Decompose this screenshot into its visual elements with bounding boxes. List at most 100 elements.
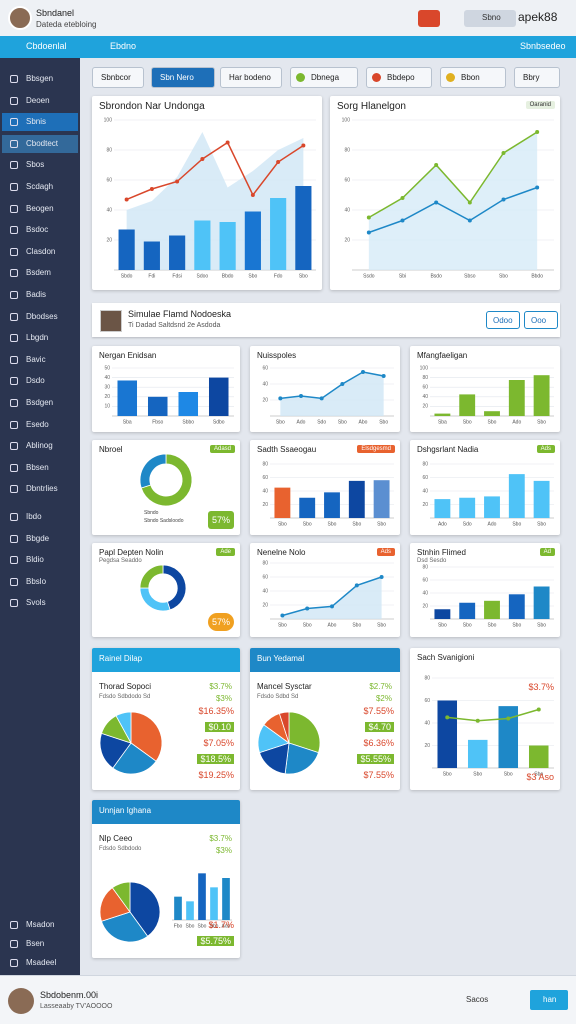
footer-button[interactable]: han [530,990,568,1010]
sidebar-label: Sbnis [26,117,47,127]
sidebar-item[interactable]: Bsdem [2,264,78,282]
panel-title: Bun Yedamal [257,654,305,663]
y-tick-label: 20 [262,397,268,403]
sidebar-icon [10,940,18,948]
sidebar-item[interactable]: Badis [2,286,78,304]
footer-user: Sbdobenm.00i [40,990,99,1000]
sidebar-item[interactable]: Bbsgen [2,70,78,88]
sidebar-item[interactable]: Bsdgen [2,394,78,412]
sidebar-item[interactable]: Scdagh [2,178,78,196]
sidebar-item[interactable]: Clasdon [2,243,78,261]
panel: Nbroel Adasd Sbndo Sbndo Sadsloodo 57% [92,440,240,535]
figure-value: $18.5% [197,754,234,764]
section-button[interactable]: Odoo [486,311,520,329]
sidebar-item[interactable]: Dbodses [2,308,78,326]
x-tick-label: Sbo [210,923,219,929]
figure-value: $7.55% [363,706,394,716]
account: apek88 [518,10,558,24]
sidebar-label: Clasdon [26,246,56,256]
area [368,132,538,270]
x-tick-label: Sbo [198,923,207,929]
sidebar-icon [10,139,18,148]
pie-slice [129,881,161,937]
section-button[interactable]: Ooo [524,311,558,329]
sidebar-item[interactable]: Beogen [2,200,78,218]
row-label: Fdsdo Sdbdodo Sd [99,694,151,700]
toolbar-button[interactable]: Sbn Nero [151,67,215,88]
y-tick-label: 40 [106,207,112,213]
badge: Ad [539,548,555,556]
y-tick-label: 50 [104,365,110,371]
panel: 10 20 30 40 50 Sba Fbso Sbbo Sdbo Nergan Enidsan [92,346,240,432]
toolbar-button[interactable]: Bbon [440,67,506,88]
bar [348,480,365,518]
sidebar-item[interactable]: Bsdoc [2,221,78,239]
sidebar-item[interactable]: Svols [2,594,78,612]
figure-value: $3.7% [528,682,554,692]
panel: Fbo Sbo Sbo Sbo Ado Unnjan Ighana Nlp Ceeo $3.7… [92,800,240,958]
bar [484,600,500,619]
point [200,157,205,161]
figure-value: $16.35% [198,706,234,716]
sidebar-item[interactable]: Cbodtect [2,134,78,153]
sidebar-label: Esedo [26,419,49,429]
point [536,707,541,712]
search-box[interactable]: Sbno [464,10,516,27]
x-tick-label: Abo [359,419,368,425]
sidebar-item[interactable]: Dbntrlies [2,480,78,498]
sidebar-item[interactable]: Bldio [2,551,78,569]
panel-band [92,800,240,824]
sidebar-item[interactable]: Dsdo [2,372,78,390]
record-button[interactable] [418,10,440,27]
pie-slice [112,742,157,775]
toolbar-button[interactable]: Sbnbcor [92,67,144,88]
x-tick-label: Sba [438,419,447,425]
y-tick-label: 100 [342,117,351,123]
sidebar-item[interactable]: Bbslo [2,573,78,591]
toolbar-icon [296,73,305,82]
toolbar-button[interactable]: Bbry [514,67,560,88]
row-label: Mancel Sysctar [257,682,312,691]
sidebar-item[interactable]: Bbgde [2,530,78,548]
x-tick-label: Sba [123,419,132,425]
sidebar-item[interactable]: Sbos [2,156,78,174]
toolbar-button[interactable]: Dbnega [290,67,358,88]
sidebar-item[interactable]: Sbnis [2,113,78,132]
sidebar-item[interactable]: Bavic [2,351,78,369]
y-tick-label: 20 [106,237,112,243]
sidebar-item[interactable]: Msadon [2,916,78,934]
x-tick-label: Sbo [512,622,521,628]
sidebar-item[interactable]: Msadeel [2,954,78,972]
bar [437,700,458,768]
sidebar-item[interactable]: Bsen [2,935,78,953]
sidebar-item[interactable]: Ablinog [2,437,78,455]
y-tick-label: 10 [104,404,110,410]
panel-band [250,648,400,672]
y-tick-label: 60 [422,385,428,391]
row-value: $3% [215,846,232,855]
toolbar-button[interactable]: Bbdepo [366,67,432,88]
sidebar-icon [10,75,18,83]
toolbar-label: Har bodeno [229,73,271,82]
x-tick-label: Fbo [174,923,183,929]
y-tick-label: 80 [422,375,428,381]
figure-value: $6.36% [363,738,394,748]
point [434,163,439,167]
sidebar-label: Bbsen [26,462,49,472]
y-tick-label: 20 [262,502,268,508]
nav-title: Cbdoenlal [26,41,67,51]
sidebar-item[interactable]: Bbsen [2,459,78,477]
toolbar-button[interactable]: Har bodeno [220,67,282,88]
y-tick-label: 60 [106,177,112,183]
sidebar-item[interactable]: Ibdo [2,508,78,526]
sidebar-item[interactable]: Esedo [2,416,78,434]
y-tick-label: 80 [424,675,430,681]
figure-value: $3 Aso [526,772,554,782]
sidebar-item[interactable]: Deoen [2,92,78,110]
bar [467,739,488,768]
point [319,396,324,401]
sidebar-item[interactable]: Lbgdn [2,329,78,347]
point [501,151,506,155]
sidebar-label: Deoen [26,95,50,105]
y-tick-label: 20 [344,237,350,243]
